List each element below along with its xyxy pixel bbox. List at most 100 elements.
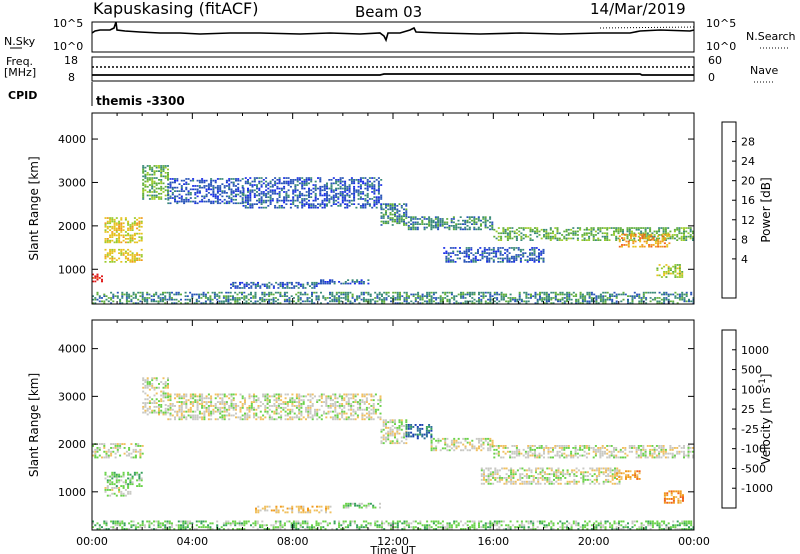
range-time-cell — [138, 220, 141, 223]
range-time-cell — [142, 168, 145, 171]
range-time-cell — [304, 287, 307, 289]
range-time-cell — [110, 447, 113, 449]
range-time-cell — [539, 297, 541, 299]
range-time-cell — [338, 406, 341, 409]
range-time-cell — [673, 228, 676, 231]
range-time-cell — [310, 189, 313, 192]
range-time-cell — [314, 412, 316, 415]
range-time-cell — [285, 191, 288, 193]
range-time-cell — [239, 202, 242, 205]
range-time-cell — [120, 227, 123, 230]
range-time-cell — [357, 203, 360, 205]
range-time-cell — [659, 242, 662, 245]
range-time-cell — [490, 252, 493, 254]
range-time-cell — [311, 418, 314, 421]
range-time-cell — [187, 408, 190, 411]
range-time-cell — [529, 239, 532, 241]
range-time-cell — [122, 229, 125, 231]
range-time-cell — [155, 377, 158, 380]
range-time-cell — [270, 293, 273, 296]
range-time-cell — [484, 216, 487, 218]
range-time-cell — [450, 439, 453, 442]
range-time-cell — [353, 189, 356, 192]
range-time-cell — [480, 439, 483, 442]
range-time-cell — [242, 192, 245, 195]
range-time-cell — [285, 198, 288, 200]
range-time-cell — [478, 293, 480, 296]
range-time-cell — [692, 232, 694, 235]
range-time-cell — [290, 281, 293, 284]
range-time-cell — [468, 254, 470, 256]
range-time-cell — [247, 182, 249, 185]
range-time-cell — [244, 418, 246, 421]
range-time-cell — [385, 440, 387, 443]
range-time-cell — [651, 456, 654, 459]
range-time-cell — [504, 230, 507, 233]
range-time-cell — [557, 300, 559, 303]
range-time-cell — [335, 297, 338, 299]
range-time-cell — [194, 410, 197, 413]
range-time-cell — [488, 247, 491, 249]
range-time-cell — [148, 179, 151, 181]
range-time-cell — [160, 198, 163, 200]
range-time-cell — [432, 449, 435, 452]
range-time-cell — [407, 228, 410, 231]
range-time-cell — [648, 244, 651, 246]
range-time-cell — [266, 285, 269, 287]
range-time-cell — [230, 178, 233, 180]
range-time-cell — [251, 184, 254, 186]
range-time-cell — [613, 450, 615, 453]
range-time-cell — [252, 302, 255, 304]
range-time-cell — [307, 393, 310, 396]
range-time-cell — [332, 418, 334, 421]
range-time-cell — [245, 283, 248, 286]
range-time-cell — [366, 194, 369, 197]
range-time-cell — [250, 291, 252, 294]
range-time-cell — [658, 228, 661, 231]
range-time-cell — [640, 230, 643, 233]
range-time-cell — [477, 259, 479, 261]
range-time-cell — [453, 445, 456, 448]
range-time-cell — [160, 168, 163, 171]
range-time-cell — [558, 237, 561, 240]
range-time-cell — [294, 184, 297, 186]
range-time-cell — [570, 450, 573, 453]
range-time-cell — [398, 220, 401, 223]
range-time-cell — [167, 175, 169, 178]
range-time-cell — [423, 433, 426, 436]
range-time-cell — [327, 406, 330, 409]
range-time-cell — [115, 217, 118, 219]
range-time-cell — [330, 191, 333, 193]
range-time-cell — [249, 199, 252, 202]
range-time-cell — [220, 302, 223, 304]
range-time-cell — [572, 295, 575, 297]
range-time-cell — [495, 250, 498, 253]
range-time-cell — [410, 228, 413, 231]
range-time-cell — [187, 190, 190, 192]
range-time-cell — [403, 203, 405, 205]
range-time-cell — [556, 445, 559, 447]
range-time-cell — [334, 416, 337, 419]
range-time-cell — [536, 228, 539, 231]
range-time-cell — [303, 187, 306, 190]
range-time-cell — [279, 293, 282, 296]
range-time-cell — [529, 248, 531, 251]
range-time-cell — [196, 405, 199, 407]
range-time-cell — [118, 222, 121, 225]
range-time-cell — [387, 222, 390, 225]
range-time-cell — [286, 401, 289, 403]
range-time-cell — [289, 179, 292, 181]
range-time-cell — [131, 227, 134, 230]
range-time-cell — [561, 297, 564, 299]
range-time-cell — [203, 181, 206, 184]
range-time-cell — [285, 180, 288, 183]
range-time-cell — [639, 238, 642, 241]
range-time-cell — [437, 218, 440, 220]
range-time-cell — [139, 454, 142, 457]
range-time-cell — [444, 291, 447, 294]
range-time-cell — [633, 291, 636, 294]
range-time-cell — [538, 456, 541, 459]
range-time-cell — [649, 448, 652, 451]
range-time-cell — [689, 228, 692, 231]
range-time-cell — [447, 257, 450, 260]
